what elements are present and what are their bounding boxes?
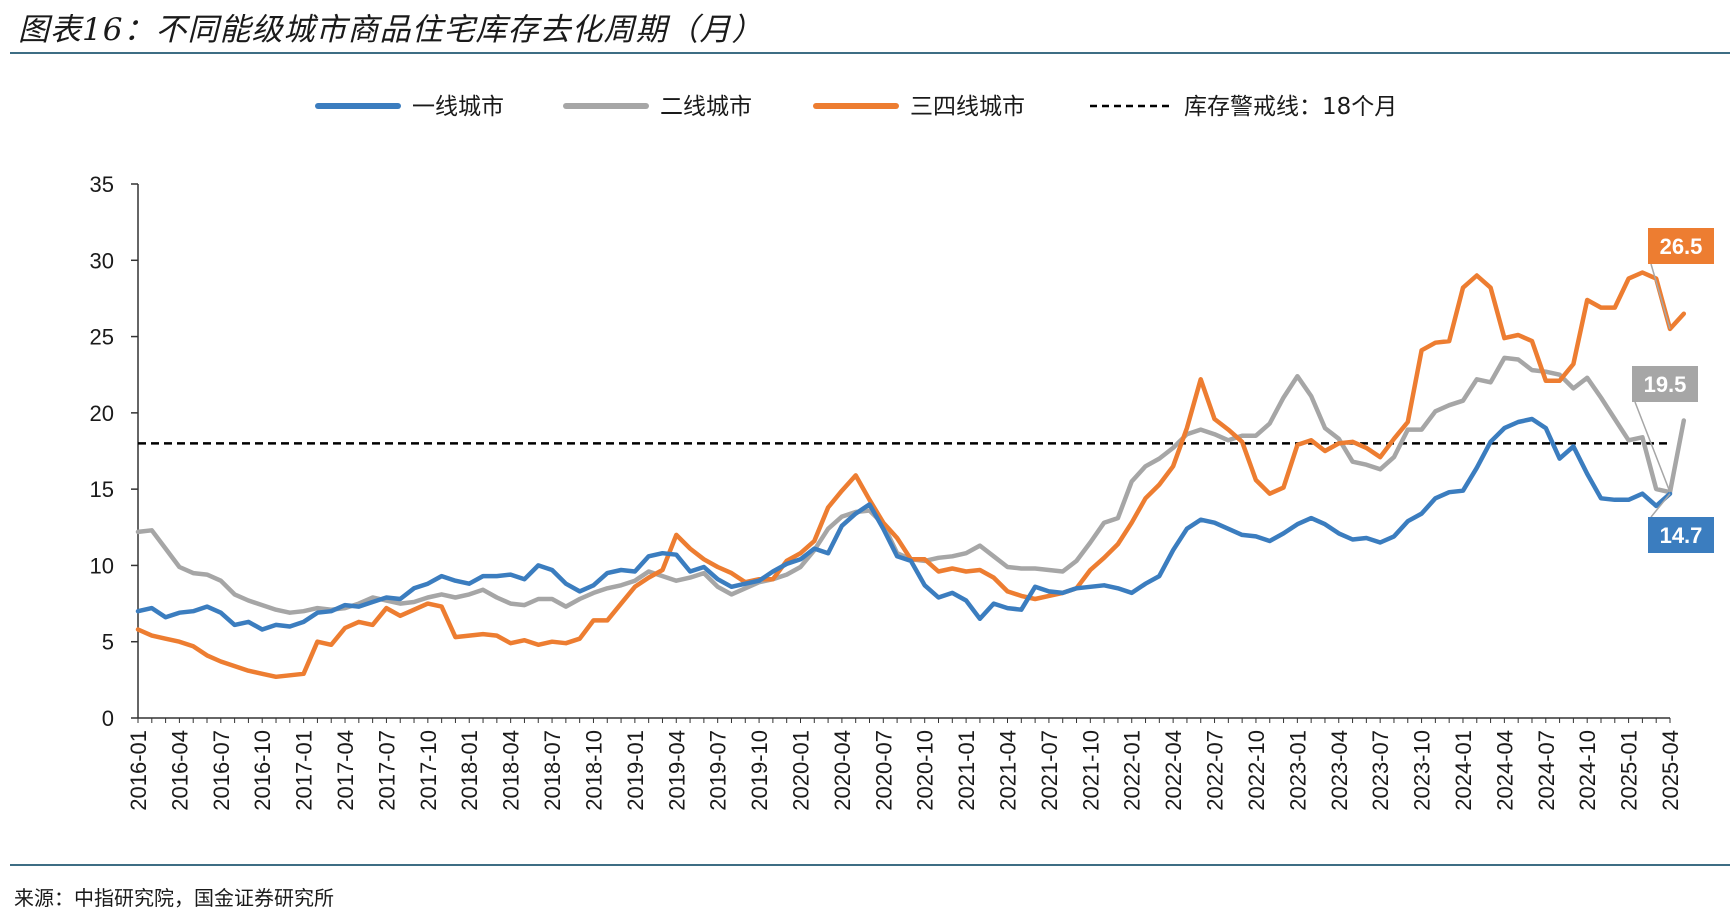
axes: 0 5 10 15 20 25 30 35 2016-01 2016-04 2016-07 2016-… xyxy=(90,172,1683,811)
chart-title: 图表16：不同能级城市商品住宅库存去化周期（月） xyxy=(18,12,764,48)
x-tick-label: 2017-10 xyxy=(416,730,441,811)
y-tick-label: 20 xyxy=(90,401,114,426)
x-tick-label: 2021-04 xyxy=(996,730,1021,811)
x-tick-label: 2022-04 xyxy=(1161,730,1186,811)
end-label-value: 14.7 xyxy=(1660,523,1703,548)
x-tick-label: 2018-04 xyxy=(499,730,524,811)
legend-label: 一线城市 xyxy=(412,94,504,120)
x-tick-label: 2016-07 xyxy=(209,730,234,811)
x-tick-label: 2023-04 xyxy=(1327,730,1352,811)
y-tick-label: 0 xyxy=(102,706,114,731)
x-tick-label: 2025-04 xyxy=(1658,730,1683,811)
end-label-value: 19.5 xyxy=(1644,372,1687,397)
end-label-value: 26.5 xyxy=(1660,234,1703,259)
source-note: 来源：中指研究院，国金证券研究所 xyxy=(14,886,334,910)
y-tick-label: 5 xyxy=(102,630,114,655)
x-tick-label: 2021-10 xyxy=(1078,730,1103,811)
x-tick-label: 2019-04 xyxy=(664,730,689,811)
legend-label: 二线城市 xyxy=(660,94,752,120)
x-tick-label: 2018-01 xyxy=(457,730,482,811)
x-tick-label: 2017-01 xyxy=(292,730,317,811)
x-tick-label: 2022-07 xyxy=(1203,730,1228,811)
x-tick-label: 2024-01 xyxy=(1451,730,1476,811)
x-tick-label: 2023-10 xyxy=(1410,730,1435,811)
y-tick-label: 15 xyxy=(90,477,114,502)
end-labels: 26.5 19.5 14.7 xyxy=(1632,228,1714,553)
end-label-box xyxy=(1632,366,1698,402)
legend-label: 库存警戒线：18个月 xyxy=(1184,94,1397,120)
y-tick-label: 25 xyxy=(90,325,114,350)
x-tick-label: 2023-01 xyxy=(1285,730,1310,811)
x-tick-label: 2017-07 xyxy=(374,730,399,811)
x-tick-label: 2022-01 xyxy=(1120,730,1145,811)
series-line-三四线城市 xyxy=(135,270,1687,680)
x-tick-label: 2020-04 xyxy=(830,730,855,811)
x-tick-label: 2016-04 xyxy=(167,730,192,811)
x-tick-label: 2019-07 xyxy=(706,730,731,811)
x-tick-label: 2017-04 xyxy=(333,730,358,811)
x-tick-label: 2023-07 xyxy=(1368,730,1393,811)
top-divider xyxy=(10,52,1730,54)
series-line-一线城市 xyxy=(135,416,1673,632)
x-tick-label: 2016-10 xyxy=(250,730,275,811)
x-tick-label: 2020-01 xyxy=(788,730,813,811)
x-tick-label: 2019-10 xyxy=(747,730,772,811)
y-tick-label: 10 xyxy=(90,553,114,578)
end-label-box xyxy=(1648,517,1714,553)
leader-line xyxy=(1650,493,1671,518)
x-tick-label: 2021-01 xyxy=(954,730,979,811)
bottom-divider xyxy=(10,864,1730,866)
y-tick-label: 30 xyxy=(90,248,114,273)
x-tick-label: 2024-10 xyxy=(1575,730,1600,811)
x-tick-label: 2021-07 xyxy=(1037,730,1062,811)
x-tick-label: 2020-10 xyxy=(913,730,938,811)
x-tick-label: 2018-10 xyxy=(581,730,606,811)
x-tick-label: 2024-04 xyxy=(1492,730,1517,811)
legend: 一线城市 二线城市 三四线城市 库存警戒线：18个月 xyxy=(315,94,1397,120)
x-tick-label: 2020-07 xyxy=(871,730,896,811)
x-tick-label: 2016-01 xyxy=(126,730,151,811)
x-tick-label: 2018-07 xyxy=(540,730,565,811)
x-tick-label: 2019-01 xyxy=(623,730,648,811)
x-tick-label: 2025-01 xyxy=(1617,730,1642,811)
x-tick-label: 2024-07 xyxy=(1534,730,1559,811)
x-tick-label: 2022-10 xyxy=(1244,730,1269,811)
leader-line xyxy=(1634,401,1671,493)
leader-line xyxy=(1650,263,1671,330)
plot-area xyxy=(135,270,1687,680)
legend-label: 三四线城市 xyxy=(910,94,1025,120)
series-line-二线城市 xyxy=(135,355,1687,615)
end-label-box xyxy=(1648,228,1714,264)
y-tick-label: 35 xyxy=(90,172,114,197)
